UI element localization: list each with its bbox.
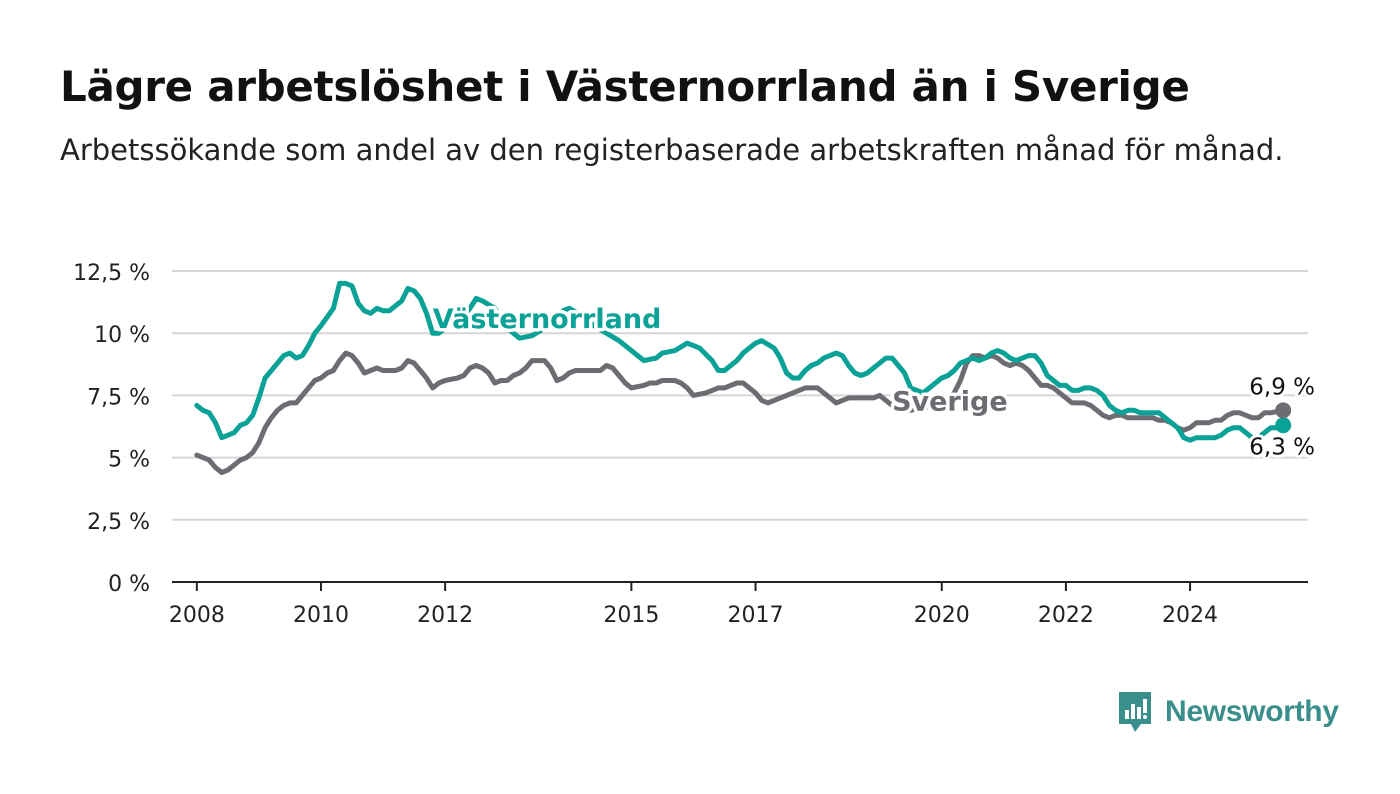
end-point-marker (1275, 402, 1292, 419)
y-tick-label: 2,5 % (87, 510, 150, 535)
y-tick-label: 0 % (108, 572, 150, 597)
x-tick-label: 2015 (603, 603, 659, 628)
x-tick-label: 2017 (728, 603, 784, 628)
y-tick-label: 7,5 % (87, 385, 150, 410)
y-tick-label: 5 % (108, 448, 150, 473)
series-label: Sverige (892, 386, 1008, 417)
x-tick-label: 2020 (914, 603, 970, 628)
chart-title: Lägre arbetslöshet i Västernorrland än i… (60, 62, 1190, 111)
x-tick-label: 2012 (417, 603, 473, 628)
brand-name: Newsworthy (1165, 695, 1339, 728)
series-label: Västernorrland (433, 304, 662, 335)
x-tick-label: 2010 (293, 603, 349, 628)
end-value-label: 6,3 % (1249, 434, 1315, 460)
chart-subtitle: Arbetssökande som andel av den registerb… (60, 133, 1284, 167)
newsworthy-logo: Newsworthy (1117, 690, 1339, 734)
x-tick-label: 2022 (1038, 603, 1094, 628)
newsworthy-logo-icon (1119, 692, 1151, 732)
series-line-västernorrland (194, 280, 1286, 443)
end-point-marker (1275, 417, 1292, 434)
end-value-label: 6,9 % (1249, 374, 1315, 400)
x-tick-label: 2008 (169, 603, 225, 628)
series-line-sverige (194, 350, 1286, 475)
y-tick-label: 10 % (94, 323, 150, 348)
x-tick-label: 2024 (1162, 603, 1218, 628)
y-tick-label: 12,5 % (73, 261, 150, 286)
